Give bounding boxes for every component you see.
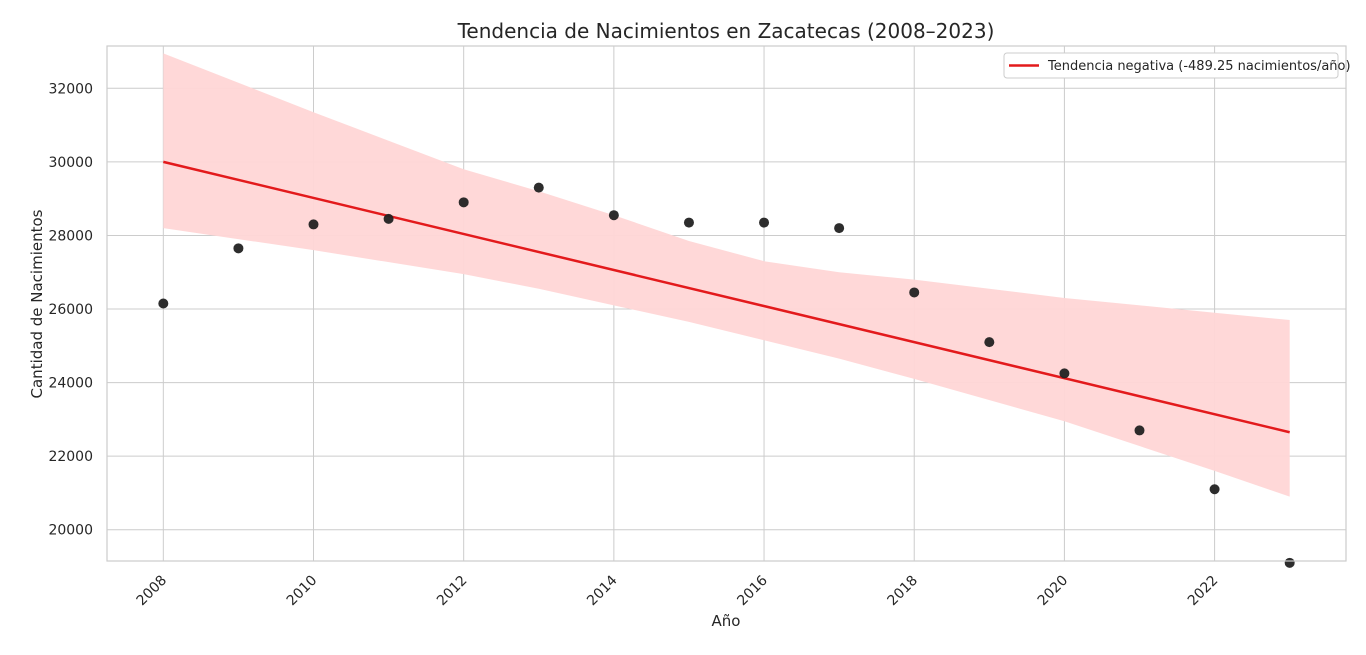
data-point (1134, 425, 1145, 436)
data-points (158, 182, 1295, 568)
data-point (984, 337, 995, 348)
data-point (909, 287, 920, 298)
x-tick-label: 2018 (885, 573, 922, 610)
chart-title: Tendencia de Nacimientos en Zacatecas (2… (457, 19, 995, 43)
y-tick-label: 20000 (48, 523, 93, 539)
data-point (759, 217, 770, 228)
x-tick-label: 2010 (284, 573, 321, 610)
x-tick-label: 2008 (134, 573, 171, 610)
y-tick-labels: 20000 22000 24000 26000 28000 30000 32000 (48, 81, 93, 538)
data-point (1209, 484, 1220, 495)
data-point (608, 210, 619, 221)
data-point (158, 298, 169, 309)
confidence-band-area (163, 53, 1290, 497)
y-tick-label: 28000 (48, 228, 93, 244)
data-point (834, 223, 845, 234)
data-point (233, 243, 244, 254)
y-tick-label: 26000 (48, 302, 93, 318)
y-tick-label: 30000 (48, 155, 93, 171)
x-tick-label: 2012 (434, 573, 471, 610)
legend-box (1003, 52, 1339, 79)
data-point (1284, 557, 1295, 568)
legend-label: Tendencia negativa (-489.25 nacimientos/… (1047, 59, 1351, 74)
trend-line (163, 160, 1290, 434)
y-tick-label: 32000 (48, 81, 93, 97)
x-tick-label: 2022 (1185, 573, 1222, 610)
plot-frame (106, 45, 1347, 562)
data-point (308, 219, 319, 230)
data-point (533, 182, 544, 193)
y-tick-label: 22000 (48, 449, 93, 465)
x-axis-label: Año (712, 612, 741, 630)
data-point (458, 197, 469, 208)
legend: Tendencia negativa (-489.25 nacimientos/… (1003, 52, 1351, 79)
y-tick-label: 24000 (48, 376, 93, 392)
trend-line-path (163, 160, 1290, 434)
x-tick-label: 2020 (1035, 573, 1072, 610)
x-tick-label: 2014 (584, 572, 621, 609)
y-axis-label: Cantidad de Nacimientos (28, 209, 46, 398)
confidence-band (163, 53, 1290, 497)
plot-border (106, 45, 1347, 562)
x-tick-labels: 2008 2010 2012 2014 2016 2018 2020 2022 (134, 572, 1222, 609)
data-point (1059, 368, 1070, 379)
data-point (383, 213, 394, 224)
x-tick-label: 2016 (734, 572, 771, 609)
data-point (683, 217, 694, 228)
